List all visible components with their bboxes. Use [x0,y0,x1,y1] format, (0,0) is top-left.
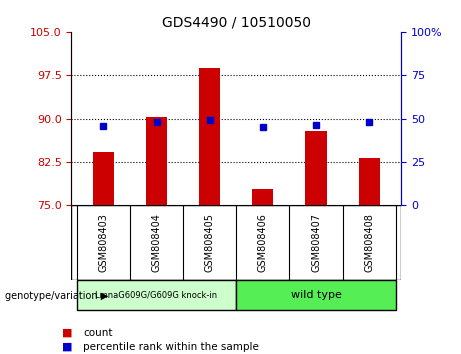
Text: count: count [83,328,112,338]
Bar [93,152,114,205]
Text: GSM808406: GSM808406 [258,213,268,272]
Bar [359,158,380,205]
Text: GSM808404: GSM808404 [152,213,161,272]
Text: genotype/variation ▶: genotype/variation ▶ [5,291,108,301]
Text: GSM808403: GSM808403 [98,213,108,272]
Text: percentile rank within the sample: percentile rank within the sample [83,342,259,352]
Title: GDS4490 / 10510050: GDS4490 / 10510050 [162,15,311,29]
Bar [146,118,167,205]
Text: wild type: wild type [290,290,342,300]
Text: GSM808408: GSM808408 [364,213,374,272]
Bar [199,68,220,205]
Bar [305,131,327,205]
Bar [77,280,236,310]
Bar [236,280,396,310]
Text: GSM808407: GSM808407 [311,213,321,272]
Text: ■: ■ [62,342,73,352]
Bar [252,189,273,205]
Text: GSM808405: GSM808405 [205,213,215,272]
Text: ■: ■ [62,328,73,338]
Text: LmnaG609G/G609G knock-in: LmnaG609G/G609G knock-in [95,290,218,299]
